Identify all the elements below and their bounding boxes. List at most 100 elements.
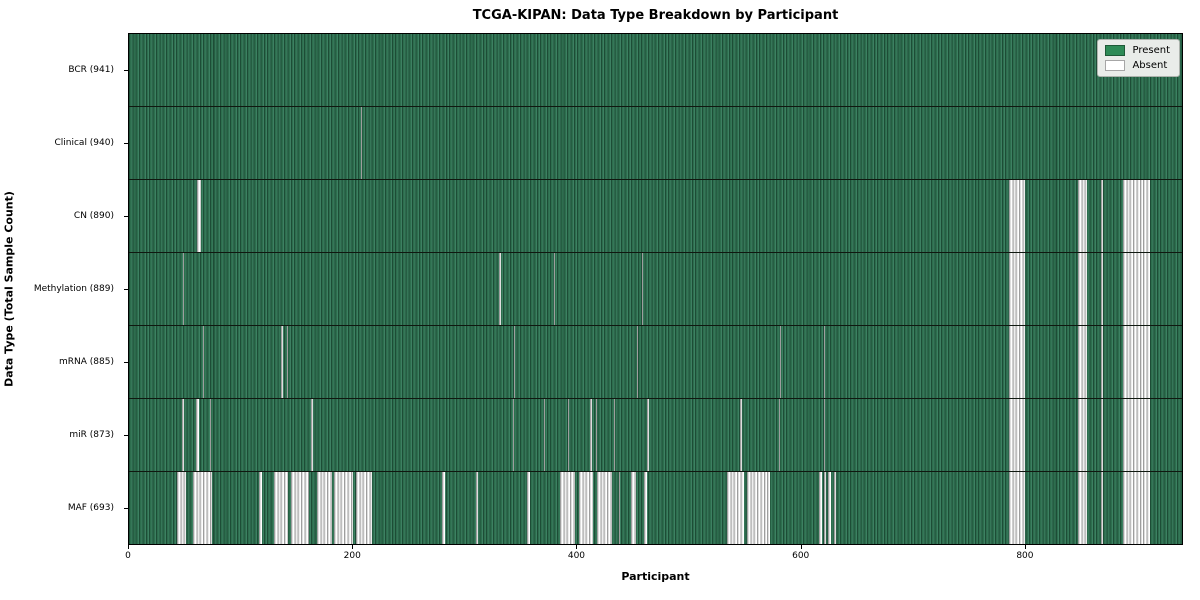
absent-segment [281, 326, 284, 398]
absent-segment [177, 472, 187, 544]
absent-segment [1101, 253, 1103, 325]
absent-segment [823, 326, 826, 398]
absent-segment [1077, 253, 1087, 325]
ytick-mark [124, 289, 128, 290]
absent-segment [442, 472, 445, 544]
absent-segment [590, 399, 593, 471]
xtick-mark [1024, 545, 1026, 549]
absent-segment [333, 472, 353, 544]
absent-segment [192, 472, 212, 544]
legend-item-present: Present [1105, 45, 1170, 56]
absent-segment [274, 472, 288, 544]
absent-segment [559, 472, 576, 544]
absent-segment [739, 399, 743, 471]
absent-segment [828, 472, 831, 544]
absent-segment [1101, 472, 1103, 544]
absent-segment [823, 472, 827, 544]
absent-segment [360, 107, 362, 179]
absent-segment [613, 399, 615, 471]
absent-segment [647, 399, 650, 471]
absent-segment [823, 399, 826, 471]
absent-segment [833, 472, 837, 544]
absent-segment [291, 472, 310, 544]
ytick-mark [124, 435, 128, 437]
absent-segment [182, 253, 184, 325]
absent-segment [637, 326, 639, 398]
absent-segment [209, 399, 211, 471]
absent-segment [1077, 180, 1087, 252]
data-type-row-cn [129, 179, 1182, 252]
absent-segment [475, 472, 479, 544]
legend: Present Absent [1097, 39, 1180, 77]
absent-swatch-icon [1105, 60, 1126, 71]
data-type-row-clinical [129, 106, 1182, 179]
absent-segment [181, 399, 184, 471]
absent-segment [499, 253, 501, 325]
ytick-mark [124, 69, 128, 71]
absent-segment [1122, 326, 1150, 398]
legend-item-absent: Absent [1105, 60, 1170, 71]
absent-segment [1077, 326, 1087, 398]
absent-segment [1008, 399, 1026, 471]
x-axis-label: Participant [621, 570, 690, 583]
absent-segment [1008, 253, 1026, 325]
ytick-mark [124, 508, 128, 510]
absent-segment [1122, 472, 1150, 544]
xtick-mark [352, 545, 354, 549]
absent-segment [196, 399, 200, 471]
absent-segment [1101, 180, 1103, 252]
data-type-row-mir [129, 398, 1182, 471]
xtick-label-400: 400 [567, 551, 586, 561]
absent-segment [567, 399, 569, 471]
absent-segment [527, 472, 530, 544]
ytick-label-mrna: mRNA (885) [59, 357, 114, 368]
absent-segment [596, 472, 613, 544]
ytick-label-methylation: Methylation (889) [33, 284, 114, 294]
ytick-label-cn: CN (890) [73, 210, 114, 221]
absent-segment [258, 472, 263, 544]
ytick-label-maf: MAF (693) [67, 503, 114, 514]
data-type-row-mrna [129, 325, 1182, 398]
absent-segment [1122, 399, 1150, 471]
absent-segment [726, 472, 745, 544]
absent-segment [1008, 180, 1026, 252]
absent-segment [746, 472, 771, 544]
absent-segment [780, 326, 782, 398]
absent-segment [779, 399, 781, 471]
absent-segment [819, 472, 822, 544]
data-type-row-maf [129, 471, 1182, 544]
xtick-label-800: 800 [1016, 551, 1034, 561]
absent-segment [1008, 326, 1026, 398]
absent-segment [1122, 180, 1150, 252]
y-axis-tick-labels: BCR (941) Clinical (940) CN (890) Methylati… [0, 33, 128, 545]
ytick-mark [124, 142, 128, 144]
absent-segment [1101, 399, 1103, 471]
absent-segment [513, 326, 516, 398]
absent-segment [356, 472, 372, 544]
absent-segment [619, 472, 621, 544]
absent-segment [631, 472, 636, 544]
absent-segment [641, 253, 643, 325]
plot-area [128, 33, 1183, 545]
legend-label-present: Present [1132, 45, 1170, 56]
xtick-mark [800, 545, 802, 549]
present-swatch-icon [1105, 45, 1126, 56]
absent-segment [311, 399, 313, 471]
absent-segment [1008, 472, 1026, 544]
absent-segment [512, 399, 514, 471]
absent-segment [643, 472, 648, 544]
data-type-row-methylation [129, 252, 1182, 325]
absent-segment [554, 253, 556, 325]
chart-title: TCGA-KIPAN: Data Type Breakdown by Parti… [472, 8, 839, 23]
xtick-label-200: 200 [343, 551, 361, 561]
xtick-label-600: 600 [792, 551, 810, 561]
absent-segment [578, 472, 594, 544]
xtick-mark [576, 545, 578, 549]
absent-segment [544, 399, 546, 471]
ytick-label-clinical: Clinical (940) [54, 137, 114, 148]
ytick-label-mir: miR (873) [69, 430, 114, 441]
absent-segment [286, 326, 288, 398]
xtick-mark [128, 545, 129, 549]
x-axis-ticks: 0 200 400 600 800 [125, 545, 1183, 575]
